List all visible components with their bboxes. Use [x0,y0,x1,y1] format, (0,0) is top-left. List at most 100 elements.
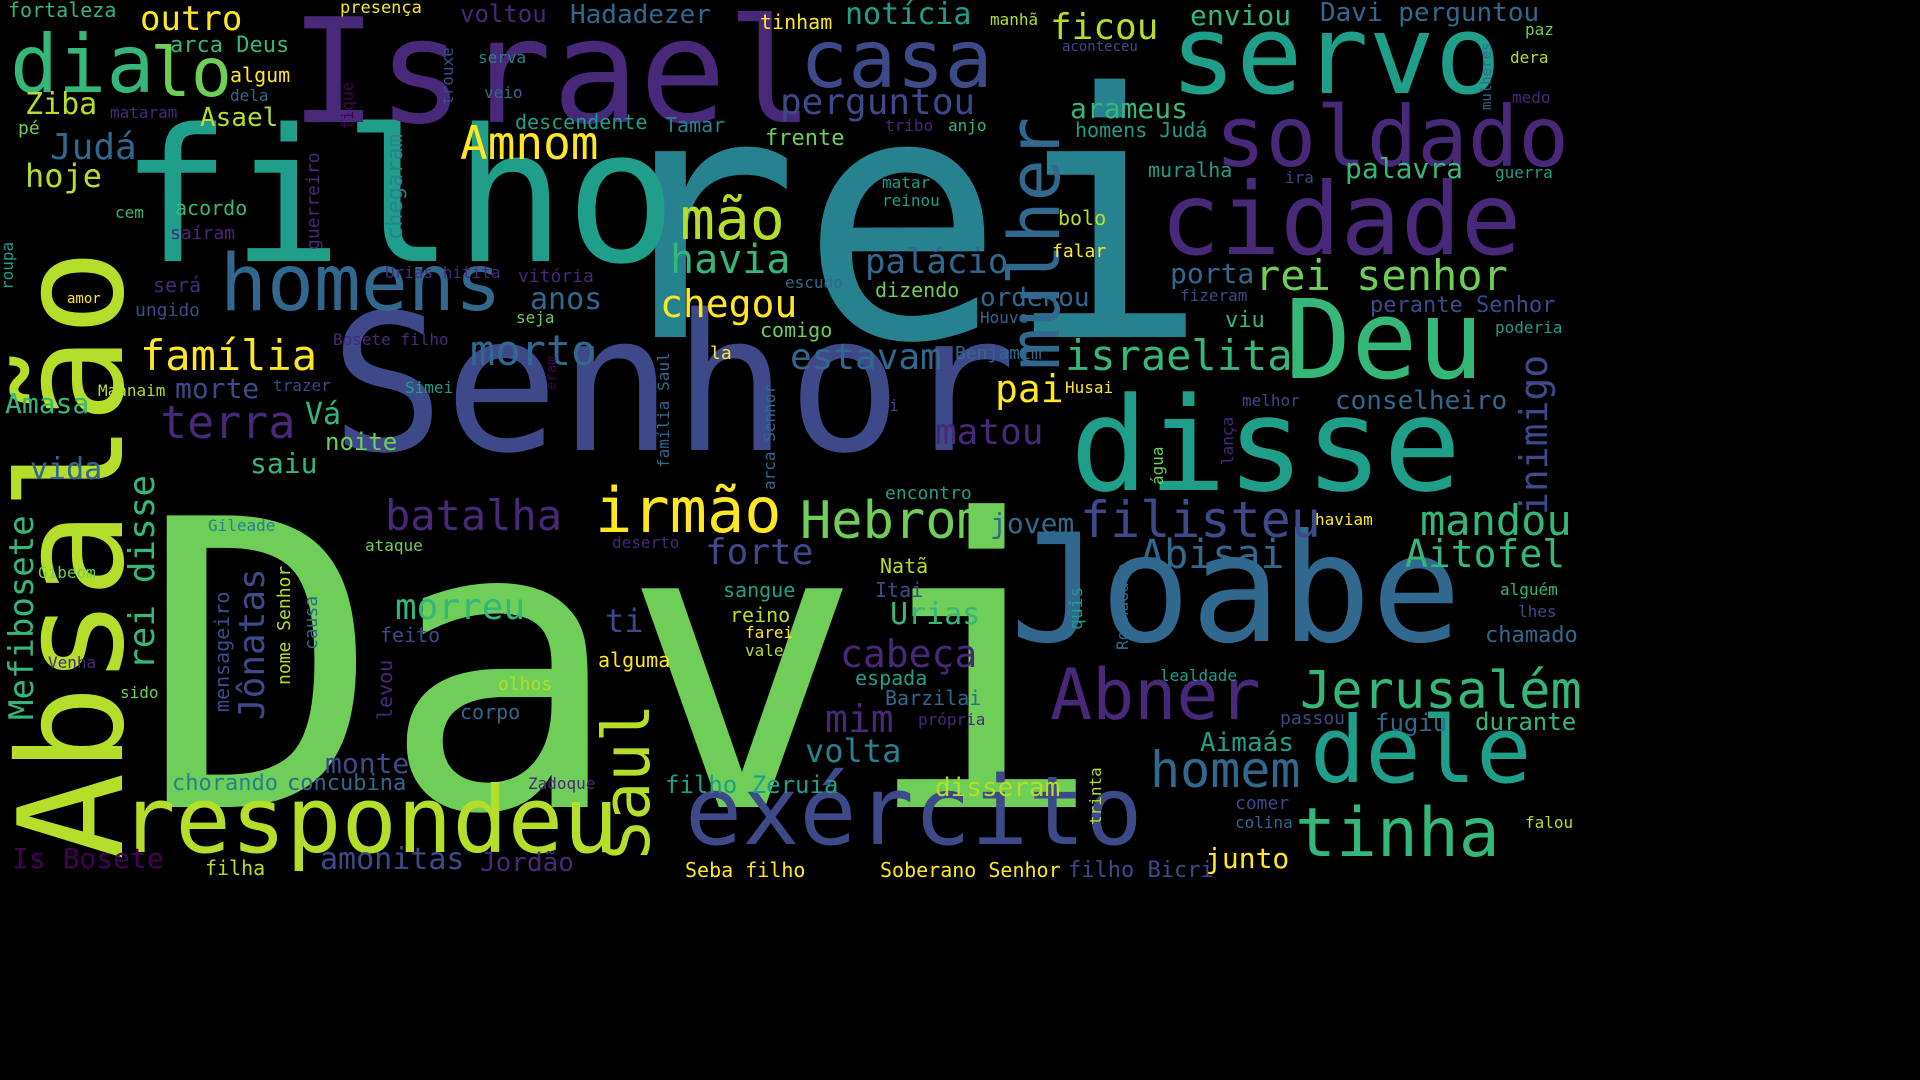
cloud-word-noticia: notícia [845,0,972,32]
cloud-word-ira: ira [1285,168,1314,187]
cloud-word-seba-filho: Seba filho [685,858,806,882]
cloud-word-lealdade: lealdade [1160,666,1238,685]
cloud-word-israel: Israel [290,0,814,157]
cloud-word-olhos: olhos [498,674,553,695]
cloud-word-ziba: Ziba [25,87,98,122]
cloud-word-israelita: israelita [1065,331,1293,380]
cloud-word-filisteu: filisteu [1080,491,1321,549]
cloud-word-chorando: chorando [172,771,278,796]
cloud-word-abisai: Abisai [1140,532,1285,578]
cloud-word-filho: filho [120,89,677,305]
cloud-word-hoje: hoje [25,157,103,195]
cloud-word-saiu: saiu [250,447,318,480]
cloud-word-perguntou: perguntou [780,82,976,123]
cloud-word-volta: volta [805,732,902,770]
cloud-word-ungido: ungido [135,300,201,321]
cloud-word-lanca: lança [1218,416,1237,465]
cloud-word-palavra: palavra [1345,152,1464,185]
cloud-word-homem: homem [1150,741,1301,799]
cloud-word-anjo: anjo [948,116,987,135]
cloud-word-frente: frente [765,126,845,151]
cloud-word-matar: matar [882,173,931,192]
cloud-word-escudo: escudo [785,273,843,292]
cloud-word-trouxe: trouxe [438,47,457,105]
cloud-word-filho-zeruia: filho Zeruia [665,771,839,799]
cloud-word-jordao: Jordão [480,848,574,878]
cloud-word-respondeu: respondeu [120,767,619,874]
cloud-word-dera: dera [1510,48,1549,67]
cloud-word-fique: fique [338,81,357,130]
cloud-word-haviam: haviam [1315,510,1373,529]
cloud-word-passou: passou [1280,708,1346,729]
cloud-word-mensageiro: mensageiro [210,591,234,712]
cloud-word-rei-senhor: rei senhor [1255,251,1508,300]
cloud-word-boi: boi [870,396,899,415]
cloud-word-urias-hitita: Urias hitita [385,263,501,282]
cloud-word-presenca: presença [340,0,422,18]
cloud-word-soberano-senhor: Soberano Senhor [880,858,1061,882]
cloud-word-junto: junto [1205,842,1290,875]
cloud-word-pe: pé [18,118,40,139]
cloud-word-homens-juda: homens Judá [1075,118,1208,142]
cloud-word-exercito: exército [685,757,1143,867]
cloud-word-descendente: descendente [515,110,648,134]
cloud-word-dela: dela [230,86,269,105]
cloud-word-colina: colina [1235,813,1293,832]
cloud-word-soldado: soldado [1215,88,1570,186]
cloud-word-jerusalem: Jerusalém [1300,661,1582,721]
cloud-word-guerreiro: guerreiro [303,152,324,250]
cloud-word-dele: dele [1310,697,1532,804]
cloud-word-outro: outro [140,0,243,39]
cloud-word-barzilai: Barzilai [885,686,982,710]
cloud-word-falar: falar [1052,241,1107,262]
cloud-word-ti: ti [605,602,644,640]
cloud-word-itai: Itai [875,578,924,602]
cloud-word-dizendo: dizendo [875,278,960,302]
cloud-word-palacio: palácio [865,242,1009,282]
cloud-word-familia: família [140,331,318,380]
cloud-word-viu: viu [1225,308,1265,333]
cloud-word-amnom: Amnom [460,116,599,170]
cloud-word-disseram: disseram [935,773,1061,803]
cloud-word-amor: amor [67,291,101,307]
cloud-word-mao: mão [680,185,785,253]
cloud-word-perante-senhor: perante Senhor [1370,293,1556,318]
cloud-word-va: Vá [305,397,342,432]
cloud-word-familia-saul: família Saul [654,352,673,468]
cloud-word-guerra: guerra [1495,163,1553,182]
cloud-word-ataque: ataque [365,536,423,555]
cloud-word-medo: medo [1512,88,1551,107]
cloud-word-matou: matou [935,412,1044,453]
cloud-word-eram: eram [544,356,560,390]
cloud-word-hebrom: Hebrom [800,491,988,551]
cloud-word-reinou: reinou [882,191,940,210]
cloud-word-arameus: arameus [1070,92,1189,125]
cloud-word-aitofel: Aitofel [1405,532,1566,576]
cloud-word-alguem: alguém [1500,580,1558,599]
cloud-word-vida: vida [30,452,103,487]
cloud-word-jovem: jovem [990,507,1075,540]
cloud-word-corpo: corpo [460,700,521,724]
cloud-word-sangue: sangue [723,578,796,602]
cloud-word-chamado: chamado [1485,623,1578,648]
cloud-word-sera: será [153,273,202,297]
cloud-word-encontro: encontro [885,483,972,504]
cloud-word-chegou: chegou [660,282,798,326]
cloud-word-sairam: saíram [170,223,236,244]
cloud-word-juda: Judá [50,127,137,168]
cloud-word-davi: Davi [140,437,1104,902]
cloud-word-mulheres: mulheres [1479,42,1495,110]
cloud-word-amonitas: amonitas [320,842,465,877]
cloud-word-tribo: tribo [885,116,934,135]
cloud-word-houve: Houve [980,308,1029,327]
cloud-word-mataram: mataram [110,103,178,122]
cloud-word-anos: anos [530,282,603,317]
cloud-word-agua: água [1148,446,1167,485]
cloud-word-manha: manhã [990,10,1039,29]
cloud-word-nata: Natã [880,554,929,578]
cloud-word-rei-disse: rei disse [122,474,163,670]
cloud-word-serva: serva [478,48,527,67]
cloud-word-disse: disse [1070,369,1462,521]
cloud-word-trazer: trazer [273,376,331,395]
